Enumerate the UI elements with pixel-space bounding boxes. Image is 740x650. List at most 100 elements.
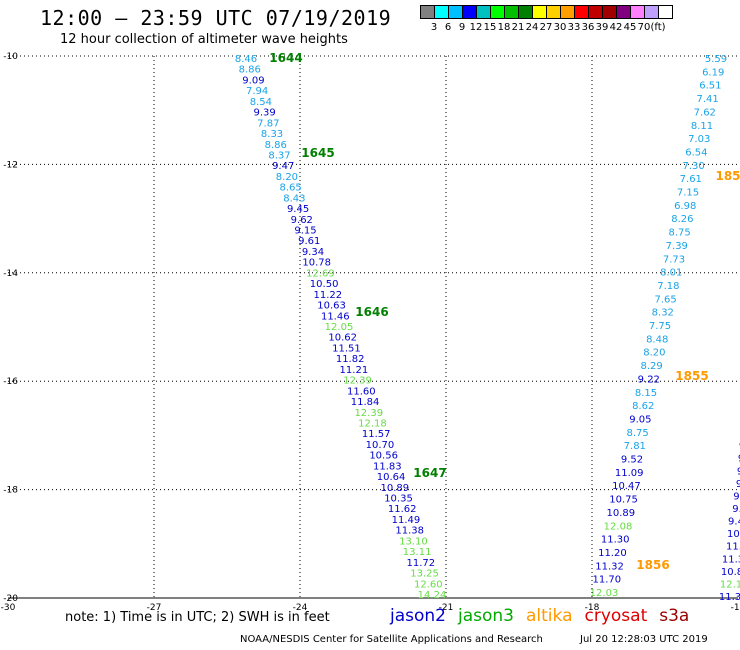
track-b-value: 12.08 (604, 521, 633, 532)
track-b-value: 7.73 (663, 254, 685, 265)
track-a-value: 12.60 (414, 579, 443, 590)
track-b-value: 11.70 (592, 575, 621, 586)
track-b-value: 8.75 (668, 228, 690, 239)
x-tick-label: -15 (731, 603, 740, 613)
track-b-value: 6.54 (685, 147, 707, 158)
color-scale-label: 33 (567, 22, 581, 33)
track-a-value: 9.45 (287, 204, 309, 215)
track-a-value: 11.72 (407, 558, 436, 569)
track-a-value: 8.33 (261, 129, 283, 140)
track-a-value: 11.84 (351, 397, 380, 408)
track-a-value: 12.18 (358, 418, 387, 429)
track-a-value: 11.60 (347, 386, 376, 397)
color-scale-swatch (658, 5, 673, 19)
track-a-value: 8.86 (239, 65, 261, 76)
x-tick-label: -27 (147, 603, 162, 613)
track-c-value: 9. (733, 491, 740, 502)
track-b-value: 6.98 (674, 201, 696, 212)
color-scale-label: 21 (511, 22, 525, 33)
track-a-value: 9.39 (253, 108, 275, 119)
track-a-value: 8.20 (276, 172, 298, 183)
track-c-value: 9.4 (728, 517, 740, 528)
track-a-value: 11.51 (332, 343, 361, 354)
track-a-value: 9.47 (272, 161, 294, 172)
track-a-value: 13.25 (410, 569, 439, 580)
track-b-value: 7.18 (657, 281, 679, 292)
track-b-value: 8.48 (646, 334, 668, 345)
track-a-value: 12.05 (325, 322, 354, 333)
satellite-legend: jason2 jason3 altika cryosat s3a (390, 606, 701, 626)
track-b-value: 7.30 (682, 161, 704, 172)
track-a-value: 8.43 (283, 193, 305, 204)
time-label: 1856 (636, 558, 669, 572)
track-a-value: 12.39 (343, 376, 372, 387)
track-a-value: 10.70 (366, 440, 395, 451)
track-c-value: 9 (739, 441, 740, 452)
track-b-value: 5.59 (705, 54, 727, 65)
track-b-value: 9.05 (629, 414, 651, 425)
track-a-value: 10.50 (310, 279, 339, 290)
track-b-value: 12.03 (590, 588, 619, 599)
track-b-value: 7.03 (688, 134, 710, 145)
track-a-value: 13.11 (403, 547, 432, 558)
x-tick-label: -30 (1, 603, 16, 613)
track-b-value: 8.15 (635, 388, 657, 399)
track-a-value: 10.63 (317, 301, 346, 312)
track-a-value: 10.89 (380, 483, 409, 494)
track-a-value: 9.15 (294, 226, 316, 237)
track-a-value: 8.46 (235, 54, 257, 65)
track-a-value: 11.62 (388, 504, 417, 515)
time-label: 1647 (413, 466, 446, 480)
track-a-value: 10.64 (377, 472, 406, 483)
x-tick-label: -18 (585, 603, 600, 613)
track-b-value: 7.61 (680, 174, 702, 185)
track-c-value: 11. (726, 542, 740, 553)
y-tick-label: -20 (3, 594, 18, 604)
x-tick-label: -24 (293, 603, 308, 613)
track-b-value: 8.32 (652, 308, 674, 319)
color-scale-label: 42 (609, 22, 623, 33)
track-c-value: 9. (732, 504, 740, 515)
footer-timestamp: Jul 20 12:28:03 UTC 2019 (580, 634, 708, 645)
track-a-value: 11.83 (373, 461, 402, 472)
track-b-value: 10.75 (609, 495, 638, 506)
track-b-value: 7.65 (654, 294, 676, 305)
track-b-value: 10.47 (612, 481, 641, 492)
track-b-value: 10.89 (606, 508, 635, 519)
chart-subtitle: 12 hour collection of altimeter wave hei… (60, 32, 348, 47)
time-label: 185 (715, 169, 740, 183)
track-a-value: 7.87 (257, 118, 279, 129)
track-b-value: 9.52 (621, 455, 643, 466)
track-a-value: 7.94 (246, 86, 268, 97)
track-a-value: 11.57 (362, 429, 391, 440)
track-a-value: 10.78 (302, 258, 331, 269)
track-a-value: 9.61 (298, 236, 320, 247)
track-b-value: 8.62 (632, 401, 654, 412)
track-a-value: 10.56 (369, 451, 398, 462)
track-a-value: 12.39 (354, 408, 383, 419)
color-scale-label: 12 (469, 22, 483, 33)
track-a-value: 9.09 (242, 75, 264, 86)
track-b-value: 8.29 (640, 361, 662, 372)
y-tick-label: -10 (3, 52, 18, 62)
time-label: 1645 (301, 146, 334, 160)
satellite-jason3: jason3 (458, 606, 514, 626)
track-b-value: 8.26 (671, 214, 693, 225)
track-a-value: 9.62 (291, 215, 313, 226)
track-b-value: 8.01 (660, 268, 682, 279)
track-b-value: 7.75 (649, 321, 671, 332)
track-b-value: 7.15 (677, 188, 699, 199)
track-b-value: 8.20 (643, 348, 665, 359)
color-scale-label: 45 (623, 22, 637, 33)
track-c-value: 9 (736, 479, 740, 490)
color-scale-label: 70 (637, 22, 651, 33)
satellite-altika: altika (526, 606, 573, 626)
track-a-value: 9.34 (302, 247, 324, 258)
track-c-value: 11.3 (719, 592, 740, 603)
note-label: note: 1) Time is in UTC; 2) SWH is in fe… (65, 610, 330, 625)
color-scale-label: 6 (444, 22, 452, 33)
color-scale-label: 39 (595, 22, 609, 33)
track-a-value: 14.24 (418, 590, 447, 601)
y-tick-label: -14 (3, 269, 18, 279)
track-b-value: 6.51 (699, 81, 721, 92)
